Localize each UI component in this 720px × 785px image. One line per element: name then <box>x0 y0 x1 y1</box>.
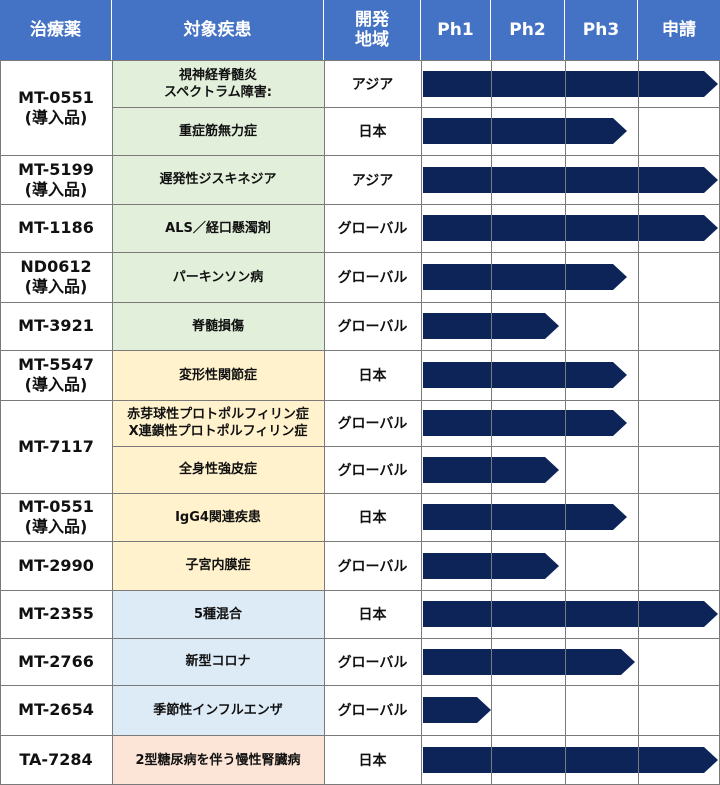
region-cell: 日本 <box>358 510 387 526</box>
row-divider <box>0 685 720 686</box>
disease-cell: 2型糖尿病を伴う慢性腎臓病 <box>112 735 324 785</box>
column-divider <box>565 60 566 785</box>
disease-cell: 脊髄損傷 <box>112 302 324 350</box>
drug-cell: MT-0551 (導入品) <box>18 87 94 127</box>
progress-arrow <box>423 410 627 436</box>
row-divider <box>112 107 720 108</box>
progress-arrow <box>423 167 718 193</box>
row-divider <box>0 302 720 303</box>
region-cell: 日本 <box>358 753 387 769</box>
column-divider <box>421 60 422 785</box>
header-ph3: Ph3 <box>565 0 638 60</box>
row-divider <box>0 638 720 639</box>
disease-cell: 5種混合 <box>112 590 324 638</box>
header-ph2: Ph2 <box>491 0 565 60</box>
column-divider <box>638 60 639 785</box>
row-divider <box>0 400 720 401</box>
column-divider <box>491 60 492 785</box>
disease-cell: 季節性インフルエンザ <box>112 685 324 735</box>
region-cell: 日本 <box>358 607 387 623</box>
region-cell: グローバル <box>337 703 408 719</box>
region-cell: 日本 <box>358 368 387 384</box>
row-divider <box>0 204 720 205</box>
header-ph1: Ph1 <box>421 0 491 60</box>
region-cell: 日本 <box>358 124 387 140</box>
region-cell: グローバル <box>337 654 408 671</box>
progress-arrow <box>423 697 491 723</box>
drug-cell: MT-2355 <box>18 604 94 623</box>
header-drug: 治療薬 <box>0 0 112 60</box>
disease-cell: 重症筋無力症 <box>112 107 324 155</box>
disease-cell: 遅発性ジスキネジア <box>112 155 324 204</box>
region-cell: アジア <box>351 172 394 189</box>
row-divider <box>0 350 720 351</box>
disease-cell: 視神経脊髄炎 スペクトラム障害: <box>112 60 324 107</box>
drug-cell: MT-3921 <box>18 316 94 335</box>
drug-cell: ND0612 (導入品) <box>20 257 92 296</box>
row-divider <box>0 735 720 736</box>
progress-arrow <box>423 504 627 530</box>
region-cell: グローバル <box>337 270 408 286</box>
column-divider <box>112 60 113 785</box>
drug-cell: MT-1186 <box>18 218 94 237</box>
progress-arrow <box>423 264 627 290</box>
column-divider <box>0 60 1 785</box>
progress-arrow <box>423 649 635 675</box>
region-cell: グローバル <box>337 416 408 432</box>
drug-cell: MT-5199 (導入品) <box>18 159 94 199</box>
row-divider <box>0 60 720 61</box>
progress-arrow <box>423 747 718 773</box>
disease-cell: 新型コロナ <box>112 638 324 685</box>
disease-cell: 変形性関節症 <box>112 350 324 400</box>
region-cell: グローバル <box>337 558 408 575</box>
disease-cell: ALS／経口懸濁剤 <box>112 204 324 252</box>
disease-cell: 全身性強皮症 <box>112 446 324 493</box>
region-cell: グローバル <box>337 319 408 335</box>
region-cell: グローバル <box>337 221 408 237</box>
progress-arrow <box>423 215 718 241</box>
progress-arrow <box>423 118 627 144</box>
column-divider <box>324 60 325 785</box>
row-divider <box>0 252 720 253</box>
row-divider <box>0 541 720 542</box>
row-divider <box>0 493 720 494</box>
region-cell: グローバル <box>337 462 408 479</box>
drug-cell: MT-5547 (導入品) <box>18 355 94 394</box>
region-cell: アジア <box>351 76 394 93</box>
progress-arrow <box>423 71 718 97</box>
disease-cell: 子宮内膜症 <box>112 541 324 590</box>
header-filing: 申請 <box>638 0 720 60</box>
disease-cell: パーキンソン病 <box>112 252 324 302</box>
drug-cell: MT-0551 (導入品) <box>18 497 94 536</box>
row-divider <box>0 590 720 591</box>
header-disease: 対象疾患 <box>112 0 324 60</box>
drug-cell: MT-7117 <box>18 436 94 456</box>
row-divider <box>0 155 720 156</box>
row-divider <box>112 446 720 447</box>
drug-cell: MT-2990 <box>18 555 94 575</box>
header-region: 開発 地域 <box>324 0 421 60</box>
drug-cell: MT-2766 <box>18 651 94 671</box>
drug-cell: MT-2654 <box>18 700 94 719</box>
progress-arrow <box>423 362 627 388</box>
progress-arrow <box>423 601 718 627</box>
disease-cell: IgG4関連疾患 <box>112 493 324 541</box>
drug-cell: TA-7284 <box>19 750 93 769</box>
disease-cell: 赤芽球性プロトポルフィリン症 X連鎖性プロトポルフィリン症 <box>112 400 324 446</box>
